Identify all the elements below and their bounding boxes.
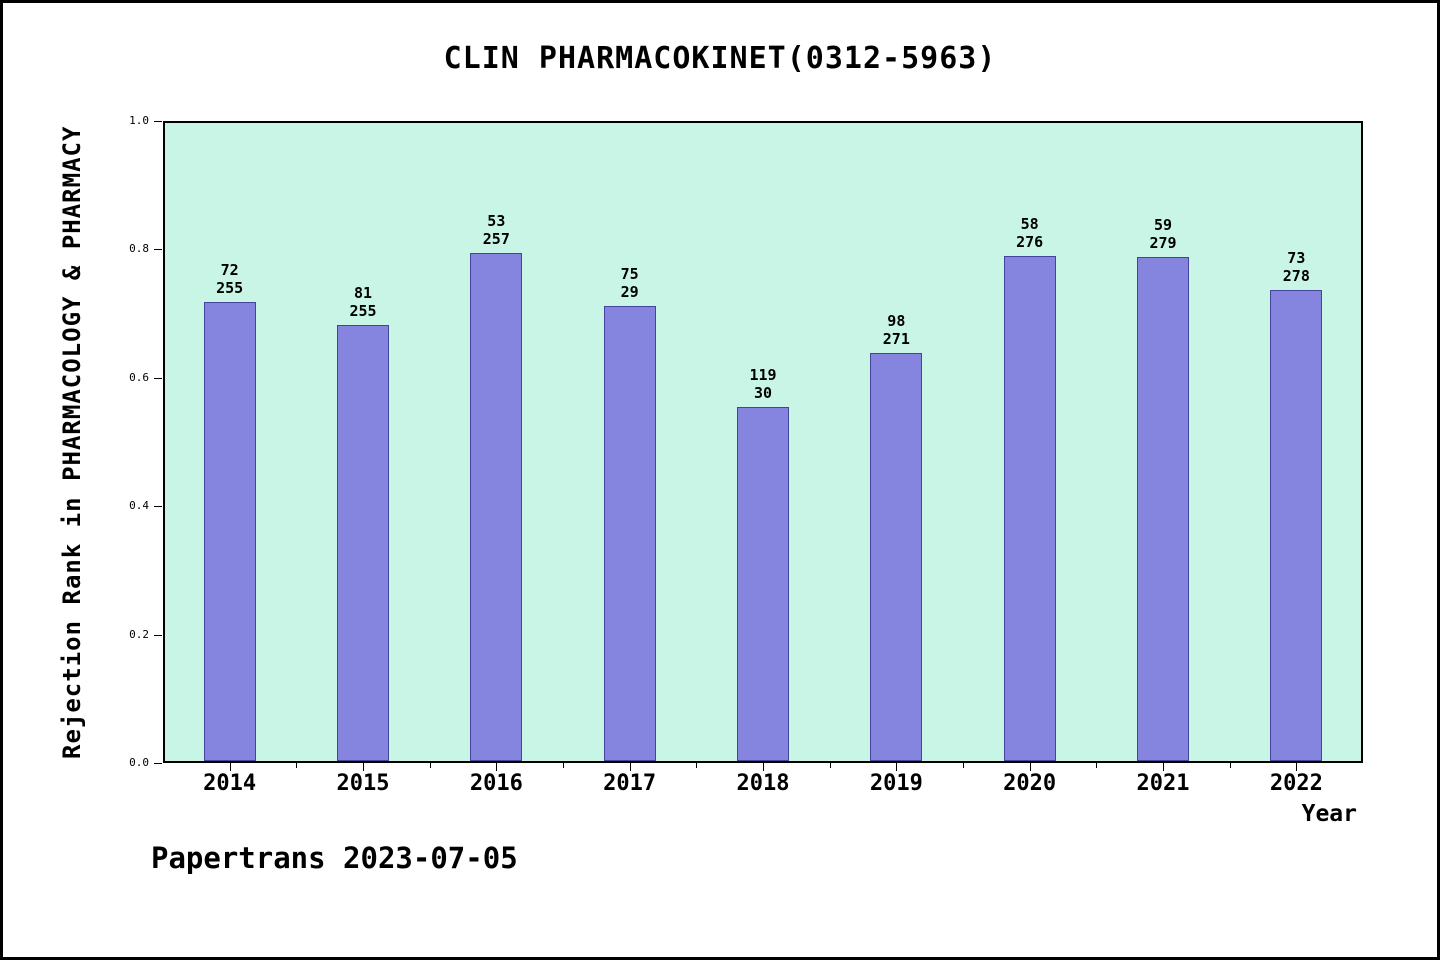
bar (1270, 289, 1323, 761)
y-tick-mark (154, 763, 162, 764)
bar-value-label: 75 29 (620, 264, 639, 301)
y-tick-mark (154, 506, 162, 508)
x-tick-mark (629, 763, 631, 771)
x-minor-tick-mark (696, 763, 698, 768)
bar-value-label: 72 255 (216, 261, 244, 298)
x-tick-label: 2022 (1269, 771, 1323, 796)
x-minor-tick-mark (429, 763, 431, 768)
y-tick-label: 0.6 (129, 370, 149, 384)
bar-value-label: 58 276 (1016, 214, 1044, 251)
y-tick-mark (154, 634, 162, 636)
bar (737, 406, 789, 761)
x-tick-label: 2020 (1003, 771, 1057, 796)
bar (603, 305, 656, 761)
bar (203, 302, 256, 761)
x-minor-tick-mark (1096, 763, 1098, 768)
x-minor-tick-mark (1229, 763, 1231, 768)
y-tick-label: 0.8 (129, 242, 149, 256)
bar-value-label: 73 278 (1282, 248, 1310, 285)
y-tick-label: 0.0 (129, 756, 149, 769)
bar-value-label: 59 279 (1149, 216, 1177, 253)
chart-title: CLIN PHARMACOKINET(0312-5963) (443, 41, 997, 76)
x-tick-label: 2015 (336, 771, 390, 796)
bar-value-label: 98 271 (882, 312, 910, 349)
y-tick-mark (154, 121, 162, 122)
x-minor-tick-mark (296, 763, 298, 768)
x-minor-tick-mark (563, 763, 564, 768)
y-tick-label: 1.0 (129, 114, 149, 127)
watermark-text: Papertrans 2023-07-05 (151, 841, 518, 875)
bar (1003, 255, 1056, 761)
x-tick-mark (1296, 763, 1298, 771)
x-tick-mark (763, 763, 764, 771)
x-tick-label: 2018 (736, 771, 790, 796)
y-tick-mark (154, 249, 162, 251)
x-tick-label: 2019 (869, 771, 923, 796)
x-tick-mark (1163, 763, 1164, 771)
bar-value-label: 81 255 (349, 284, 377, 321)
x-tick-mark (363, 763, 364, 771)
bar (337, 325, 389, 761)
x-tick-label: 2016 (469, 771, 523, 796)
x-tick-label: 2014 (203, 771, 257, 796)
y-tick-label: 0.4 (129, 499, 149, 513)
x-tick-label: 2017 (603, 771, 657, 796)
x-tick-mark (229, 763, 231, 771)
y-tick-label: 0.2 (129, 627, 149, 641)
bar-value-label: 53 257 (482, 212, 510, 249)
bar (870, 353, 923, 761)
bar (1137, 257, 1189, 761)
x-tick-mark (896, 763, 898, 771)
x-tick-mark (496, 763, 498, 771)
y-tick-mark (154, 377, 162, 379)
y-axis-label: Rejection Rank in PHARMACOLOGY & PHARMAC… (58, 125, 86, 759)
x-tick-mark (1029, 763, 1031, 771)
x-minor-tick-mark (829, 763, 831, 768)
bar-value-label: 119 30 (749, 365, 777, 402)
x-minor-tick-mark (963, 763, 964, 768)
x-axis-label: Year (1301, 801, 1357, 827)
bar (470, 253, 523, 761)
x-tick-label: 2021 (1136, 771, 1190, 796)
